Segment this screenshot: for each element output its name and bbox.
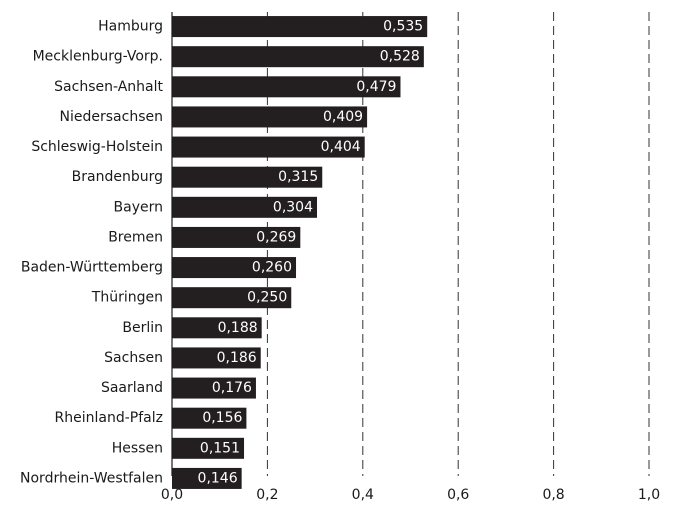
category-label-rheinland-pfalz: Rheinland-Pfalz [55, 410, 163, 426]
value-label-thueringen: 0,250 [247, 290, 287, 306]
x-tick-label-3: 0,6 [447, 487, 469, 503]
category-label-sachsen-anhalt: Sachsen-Anhalt [54, 79, 163, 95]
value-label-bremen: 0,269 [256, 229, 296, 245]
x-tick-label-5: 1,0 [638, 487, 660, 503]
bar-hamburg [172, 16, 428, 38]
bar-brandenburg [172, 166, 323, 188]
category-label-berlin: Berlin [122, 320, 163, 336]
x-tick-label-0: 0,0 [161, 487, 183, 503]
value-label-saarland: 0,176 [212, 380, 252, 396]
category-label-niedersachsen: Niedersachsen [60, 109, 163, 125]
bar-thueringen [172, 287, 292, 309]
bar-rheinland-pfalz [172, 407, 247, 429]
bar-sachsen [172, 347, 261, 369]
category-label-nordrhein-westfalen: Nordrhein-Westfalen [20, 470, 163, 486]
value-label-berlin: 0,188 [218, 320, 258, 336]
bar-berlin [172, 317, 262, 339]
value-label-hamburg: 0,535 [383, 19, 423, 35]
category-label-saarland: Saarland [101, 380, 163, 396]
bar-bremen [172, 226, 301, 248]
bar-hessen [172, 437, 245, 459]
value-label-bayern: 0,304 [273, 199, 313, 215]
category-labels: Hamburg Mecklenburg-Vorp. Sachsen-Anhalt Ni… [20, 19, 163, 487]
value-label-brandenburg: 0,315 [278, 169, 318, 185]
value-label-rheinland-pfalz: 0,156 [202, 410, 242, 426]
value-label-mecklenburg-vorp: 0,528 [380, 49, 420, 65]
bar-bayern [172, 196, 318, 218]
category-label-bayern: Bayern [114, 199, 163, 215]
x-tick-label-1: 0,2 [256, 487, 278, 503]
category-label-hamburg: Hamburg [98, 19, 163, 35]
category-label-mecklenburg-vorp: Mecklenburg-Vorp. [33, 49, 163, 65]
bar-mecklenburg-vorp [172, 46, 424, 68]
value-label-hessen: 0,151 [200, 440, 240, 456]
value-label-schleswig-holstein: 0,404 [321, 139, 361, 155]
value-label-nordrhein-westfalen: 0,146 [198, 470, 238, 486]
bar-schleswig-holstein [172, 136, 365, 158]
bar-nordrhein-westfalen [172, 467, 242, 489]
x-axis-ticks: 0,0 0,2 0,4 0,6 0,8 1,0 [161, 487, 660, 503]
category-label-schleswig-holstein: Schleswig-Holstein [31, 139, 163, 155]
category-label-hessen: Hessen [112, 440, 163, 456]
category-label-bremen: Bremen [108, 229, 163, 245]
value-label-niedersachsen: 0,409 [323, 109, 363, 125]
x-tick-label-4: 0,8 [542, 487, 564, 503]
category-label-baden-wuerttemberg: Baden-Württemberg [21, 260, 163, 276]
bar-baden-wuerttemberg [172, 257, 297, 279]
bar-layer [172, 16, 428, 489]
category-label-thueringen: Thüringen [91, 290, 163, 306]
value-label-baden-wuerttemberg: 0,260 [252, 260, 292, 276]
bar-sachsen-anhalt [172, 76, 401, 98]
bar-saarland [172, 377, 256, 399]
bar-niedersachsen [172, 106, 368, 128]
category-label-sachsen: Sachsen [104, 350, 163, 366]
x-tick-label-2: 0,4 [352, 487, 374, 503]
value-label-sachsen-anhalt: 0,479 [356, 79, 396, 95]
category-label-brandenburg: Brandenburg [72, 169, 163, 185]
value-label-sachsen: 0,186 [217, 350, 257, 366]
